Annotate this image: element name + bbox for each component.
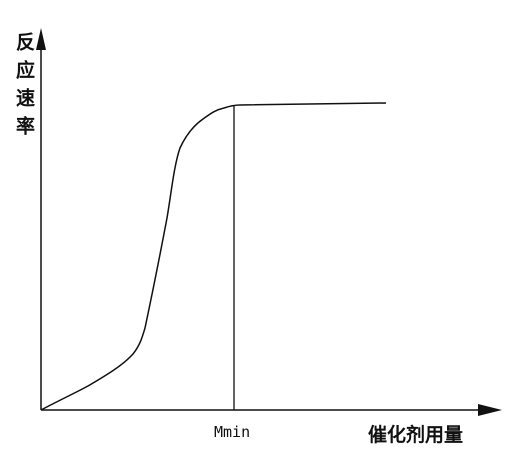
x-arrow (478, 404, 502, 416)
y-arrow (36, 28, 46, 50)
mmin-label: Mmin (214, 423, 251, 441)
x-axis-label: 催化剂用量 (368, 424, 464, 446)
rate-curve (40, 102, 387, 411)
y-axis-label: 反应速率 (13, 32, 35, 144)
